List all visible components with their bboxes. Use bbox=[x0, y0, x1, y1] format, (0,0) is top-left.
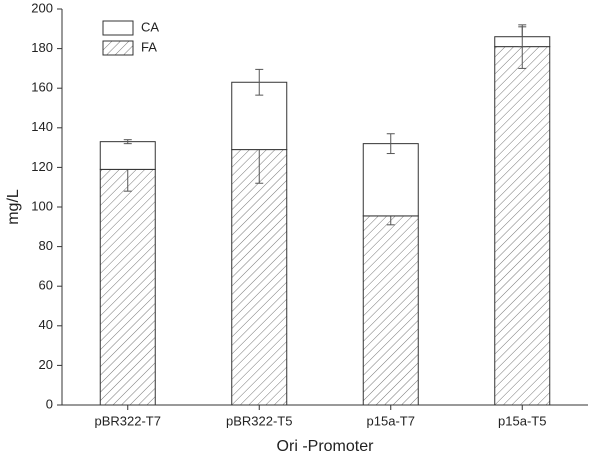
y-tick-label: 60 bbox=[39, 278, 53, 293]
y-tick-label: 20 bbox=[39, 357, 53, 372]
x-tick-label: pBR322-T7 bbox=[95, 413, 161, 428]
error-bar bbox=[123, 139, 132, 145]
x-tick-label: p15a-T7 bbox=[367, 413, 415, 428]
legend-label: CA bbox=[141, 19, 159, 34]
legend-swatch bbox=[102, 20, 134, 36]
bar-segment bbox=[99, 141, 156, 170]
bar-segment bbox=[99, 168, 156, 406]
error-bar bbox=[386, 133, 395, 155]
y-tick-label: 160 bbox=[31, 80, 53, 95]
y-tick-label: 180 bbox=[31, 40, 53, 55]
legend-label: FA bbox=[141, 39, 157, 54]
y-tick-label: 0 bbox=[46, 396, 53, 411]
error-bar bbox=[518, 26, 527, 48]
legend-swatch bbox=[102, 40, 134, 56]
y-tick-label: 100 bbox=[31, 198, 53, 213]
y-tick-label: 80 bbox=[39, 238, 53, 253]
bar-segment bbox=[362, 143, 419, 217]
y-tick-label: 120 bbox=[31, 159, 53, 174]
x-tick-label: pBR322-T5 bbox=[226, 413, 292, 428]
bar-segment bbox=[231, 149, 288, 406]
bar-segment bbox=[362, 215, 419, 406]
bar-segment bbox=[494, 46, 551, 406]
y-tick-label: 40 bbox=[39, 317, 53, 332]
y-axis-title: mg/L bbox=[5, 189, 22, 225]
y-tick-label: 200 bbox=[31, 0, 53, 15]
y-tick-label: 140 bbox=[31, 119, 53, 134]
error-bar bbox=[255, 68, 264, 96]
x-axis-title: Ori -Promoter bbox=[277, 438, 375, 455]
x-tick-label: p15a-T5 bbox=[498, 413, 546, 428]
